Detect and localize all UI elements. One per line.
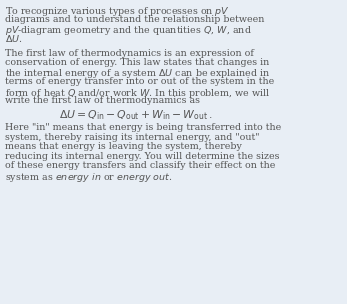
Text: $\Delta U$.: $\Delta U$. — [5, 33, 23, 44]
Text: reducing its internal energy. You will determine the sizes: reducing its internal energy. You will d… — [5, 152, 279, 161]
Text: write the first law of thermodynamics as: write the first law of thermodynamics as — [5, 96, 200, 105]
Text: form of heat $Q$ and/or work $W$. In this problem, we will: form of heat $Q$ and/or work $W$. In thi… — [5, 87, 270, 99]
Text: system as $\mathit{energy\ in}$ or $\mathit{energy\ out}$.: system as $\mathit{energy\ in}$ or $\mat… — [5, 171, 172, 184]
Text: $pV$-diagram geometry and the quantities $Q$, $W$, and: $pV$-diagram geometry and the quantities… — [5, 24, 252, 37]
Text: diagrams and to understand the relationship between: diagrams and to understand the relations… — [5, 15, 264, 23]
Text: of these energy transfers and classify their effect on the: of these energy transfers and classify t… — [5, 161, 276, 170]
Text: system, thereby raising its internal energy, and "out": system, thereby raising its internal ene… — [5, 133, 260, 142]
Text: Here "in" means that energy is being transferred into the: Here "in" means that energy is being tra… — [5, 123, 281, 132]
Text: terms of energy transfer into or out of the system in the: terms of energy transfer into or out of … — [5, 77, 274, 86]
Text: the internal energy of a system $\Delta U$ can be explained in: the internal energy of a system $\Delta … — [5, 67, 270, 81]
Text: To recognize various types of processes on $pV$: To recognize various types of processes … — [5, 5, 230, 18]
Text: conservation of energy. This law states that changes in: conservation of energy. This law states … — [5, 58, 269, 67]
Text: means that energy is leaving the system, thereby: means that energy is leaving the system,… — [5, 142, 242, 151]
Text: The first law of thermodynamics is an expression of: The first law of thermodynamics is an ex… — [5, 49, 254, 57]
Text: $\Delta U = Q_{\mathrm{in}} - Q_{\mathrm{out}} + W_{\mathrm{in}} - W_{\mathrm{ou: $\Delta U = Q_{\mathrm{in}} - Q_{\mathrm… — [59, 109, 212, 122]
